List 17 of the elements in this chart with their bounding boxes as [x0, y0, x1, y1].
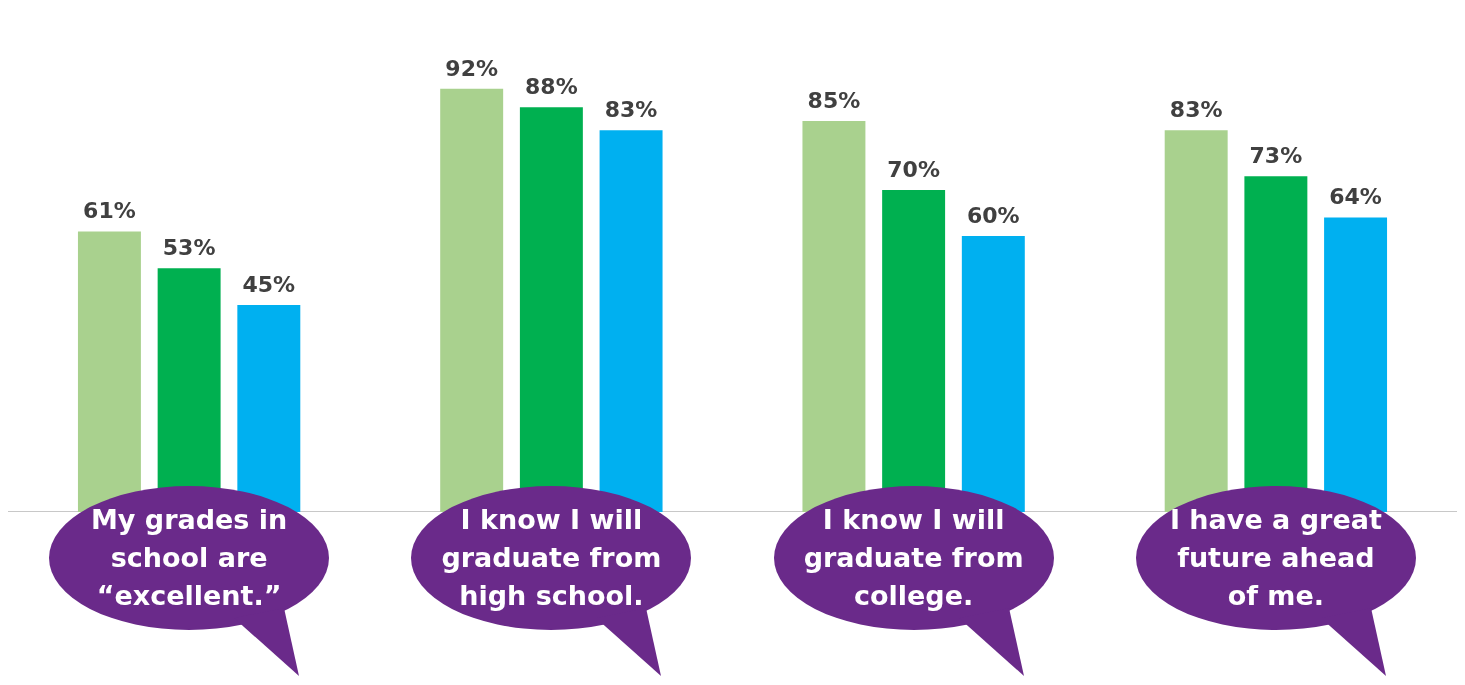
x-tick-label: I have a great future ahead of me. [1168, 503, 1383, 613]
data-label: 64% [1329, 184, 1382, 210]
data-label: 60% [966, 202, 1020, 228]
data-label: 45% [242, 271, 296, 297]
x-tick-label: My grades in school are “excellent.” [89, 503, 289, 613]
x-tick-label: I know I will graduate from college. [802, 503, 1025, 613]
data-label: 70% [887, 156, 940, 182]
data-label: 88% [525, 73, 578, 99]
bar [1324, 217, 1388, 512]
data-label: 73% [1249, 142, 1303, 168]
data-label: 61% [83, 198, 136, 224]
data-label: 83% [1169, 96, 1223, 122]
data-label: 85% [807, 87, 861, 113]
data-label: 53% [162, 234, 216, 260]
x-tick-label: I know I will graduate from high school. [440, 503, 663, 613]
data-label: 83% [604, 96, 658, 122]
data-label: 92% [445, 55, 499, 81]
